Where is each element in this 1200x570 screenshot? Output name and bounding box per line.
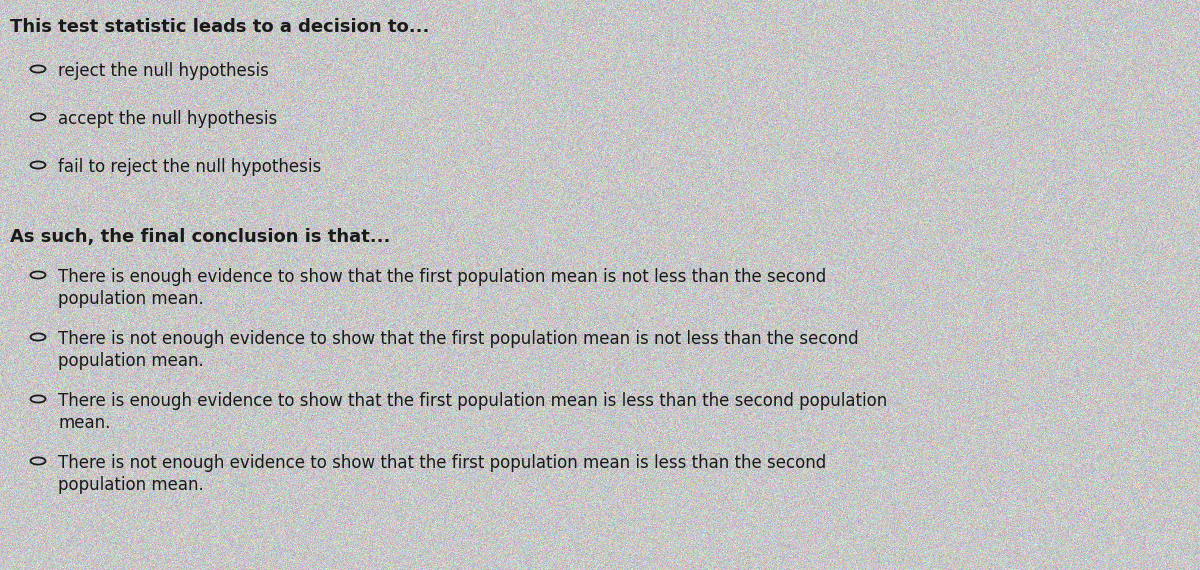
Text: There is not enough evidence to show that the first population mean is less than: There is not enough evidence to show tha… — [58, 454, 827, 472]
Text: This test statistic leads to a decision to...: This test statistic leads to a decision … — [10, 18, 430, 36]
Text: accept the null hypothesis: accept the null hypothesis — [58, 110, 277, 128]
Text: population mean.: population mean. — [58, 290, 204, 308]
Text: mean.: mean. — [58, 414, 110, 432]
Text: fail to reject the null hypothesis: fail to reject the null hypothesis — [58, 158, 322, 176]
Text: population mean.: population mean. — [58, 476, 204, 494]
Text: There is enough evidence to show that the first population mean is less than the: There is enough evidence to show that th… — [58, 392, 887, 410]
Text: reject the null hypothesis: reject the null hypothesis — [58, 62, 269, 80]
Text: There is enough evidence to show that the first population mean is not less than: There is enough evidence to show that th… — [58, 268, 827, 286]
Text: population mean.: population mean. — [58, 352, 204, 370]
Text: As such, the final conclusion is that...: As such, the final conclusion is that... — [10, 228, 390, 246]
Text: There is not enough evidence to show that the first population mean is not less : There is not enough evidence to show tha… — [58, 330, 859, 348]
